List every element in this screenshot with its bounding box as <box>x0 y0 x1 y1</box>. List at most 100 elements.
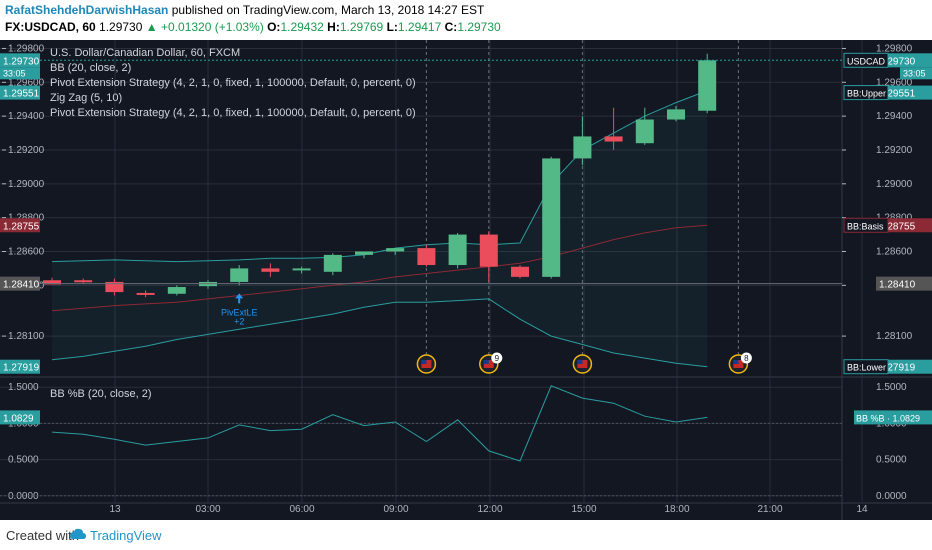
x-tick-label: 12:00 <box>477 504 502 515</box>
y-tick-label-left: 1.28800 <box>8 213 45 224</box>
legend-line: BB (20, close, 2) <box>50 62 131 74</box>
y-tick-label-right: 1.29000 <box>876 179 913 190</box>
chart-header: RafatShehdehDarwishHasan published on Tr… <box>0 0 932 36</box>
legend-line: Pivot Extension Strategy (4, 2, 1, 0, fi… <box>50 107 416 119</box>
bb-lower-line <box>51 298 708 368</box>
x-tick-label: 18:00 <box>664 504 689 515</box>
candle-body <box>230 268 249 282</box>
sub-pane-legend: BB %B (20, close, 2) <box>50 388 152 400</box>
bb-basis-line <box>51 224 708 312</box>
series-tag: BB:Basis <box>847 221 884 231</box>
series-tag: BB:Upper <box>847 89 886 99</box>
author-line: RafatShehdehDarwishHasan published on Tr… <box>5 3 484 17</box>
tradingview-logo-icon <box>70 528 86 539</box>
price-label-right: 1.29551 <box>879 89 916 100</box>
bb-percent-b-line <box>51 385 708 462</box>
chart-svg[interactable]: 1.29800 1.29800 1.29600 1.29600 1.29400 1.294… <box>0 40 932 520</box>
candle-body <box>386 248 405 252</box>
y-tick-label-right: 1.29600 <box>876 77 913 88</box>
up-arrow-icon: ▲ <box>145 20 158 34</box>
countdown-left: 33:05 <box>3 68 26 78</box>
x-tick-label: 21:00 <box>757 504 782 515</box>
symbol-line: FX:USDCAD, 60 1.29730 ▲ +0.01320 (+1.03%… <box>5 20 501 34</box>
price-label-left-bg <box>0 359 40 374</box>
strategy-marker-size: +2 <box>234 316 244 326</box>
price-label-left-bg <box>0 53 40 68</box>
candle-body <box>261 268 280 272</box>
legend-line: Zig Zag (5, 10) <box>50 92 122 104</box>
pb-label-right: BB %B · 1.0829 <box>856 413 920 423</box>
series-tag-bg <box>843 85 889 101</box>
y-tick-label-left: 1.29400 <box>8 111 45 122</box>
long-entry-arrow-icon <box>235 293 244 304</box>
y-tick-label-left: 1.28100 <box>8 331 45 342</box>
last-price: 1.29730 <box>99 20 143 34</box>
price-label-left: 1.28755 <box>3 221 40 232</box>
candle-body <box>511 266 529 277</box>
price-label-right-bg <box>876 276 932 291</box>
candle-body <box>542 158 561 277</box>
countdown-left-bg <box>0 67 40 80</box>
price-label-right: 1.28410 <box>879 280 916 291</box>
x-tick-label: 14 <box>856 504 868 515</box>
price-change: +0.01320 (+1.03%) <box>161 20 264 34</box>
pb-label-left: 1.0829 <box>3 413 34 424</box>
y-tick-label-right: 1.28100 <box>876 331 913 342</box>
series-tag: BB:Lower <box>847 363 886 373</box>
y-tick-label-right: 1.29200 <box>876 145 913 156</box>
candle-body <box>292 268 311 271</box>
candle-body <box>105 281 124 293</box>
candle-body <box>573 136 592 159</box>
sub-y-tick-label-left: 0.0000 <box>8 491 39 502</box>
price-label-left: 1.28410 <box>3 280 40 291</box>
price-label-right-bg <box>876 53 932 68</box>
candle-body <box>323 254 342 272</box>
series-tag-bg <box>843 359 889 375</box>
event-count-text: 8 <box>744 354 749 363</box>
bb-upper-line <box>51 90 708 263</box>
price-label-left: 1.29551 <box>3 89 40 100</box>
candle-body <box>417 248 436 266</box>
close-value: 1.29730 <box>457 20 501 34</box>
price-label-left: 1.29730 <box>3 56 40 67</box>
candle-body <box>635 119 654 144</box>
candle-body <box>167 287 186 294</box>
countdown-right-bg <box>900 67 932 80</box>
us-flag-canton-icon <box>733 360 739 364</box>
y-tick-label-left: 1.29600 <box>8 77 45 88</box>
sub-y-tick-label-left: 1.5000 <box>8 382 39 393</box>
y-tick-label-left: 1.29200 <box>8 145 45 156</box>
candle-body <box>698 60 717 111</box>
bb-band-fill <box>52 90 708 367</box>
y-tick-label-right: 1.28800 <box>876 213 913 224</box>
strategy-marker-label: PivExtLE <box>221 307 258 317</box>
price-label-right: 1.27919 <box>879 363 916 374</box>
tradingview-brand[interactable]: TradingView <box>90 528 162 543</box>
x-tick-label: 13 <box>109 504 121 515</box>
series-tag-bg <box>843 52 889 68</box>
candle-body <box>355 251 373 255</box>
high-label: H: <box>327 20 340 34</box>
y-tick-label-left: 1.29800 <box>8 43 45 54</box>
candle-body <box>136 292 155 295</box>
pb-label-left-bg <box>0 410 40 425</box>
price-label-left-bg <box>0 276 40 291</box>
close-label: C: <box>444 20 458 34</box>
chart-area[interactable]: 1.29800 1.29800 1.29600 1.29600 1.29400 1.294… <box>0 40 932 520</box>
price-label-right: 1.29730 <box>879 56 916 67</box>
event-count-badge <box>740 352 752 364</box>
symbol: FX:USDCAD, 60 <box>5 20 96 34</box>
x-tick-label: 09:00 <box>383 504 408 515</box>
countdown-right: 33:05 <box>903 68 926 78</box>
candle-body <box>667 109 685 120</box>
us-flag-canton-icon <box>483 360 489 364</box>
created-with-text: Created with <box>6 528 79 543</box>
sub-y-tick-label-right: 1.5000 <box>876 382 907 393</box>
sub-y-tick-label-left: 0.5000 <box>8 455 39 466</box>
open-value: 1.29432 <box>280 20 324 34</box>
x-tick-label: 06:00 <box>289 504 314 515</box>
y-tick-label-right: 1.29800 <box>876 43 913 54</box>
author-name[interactable]: RafatShehdehDarwishHasan <box>5 3 169 17</box>
series-tag-bg <box>843 217 889 233</box>
y-tick-label-right: 1.29400 <box>876 111 913 122</box>
